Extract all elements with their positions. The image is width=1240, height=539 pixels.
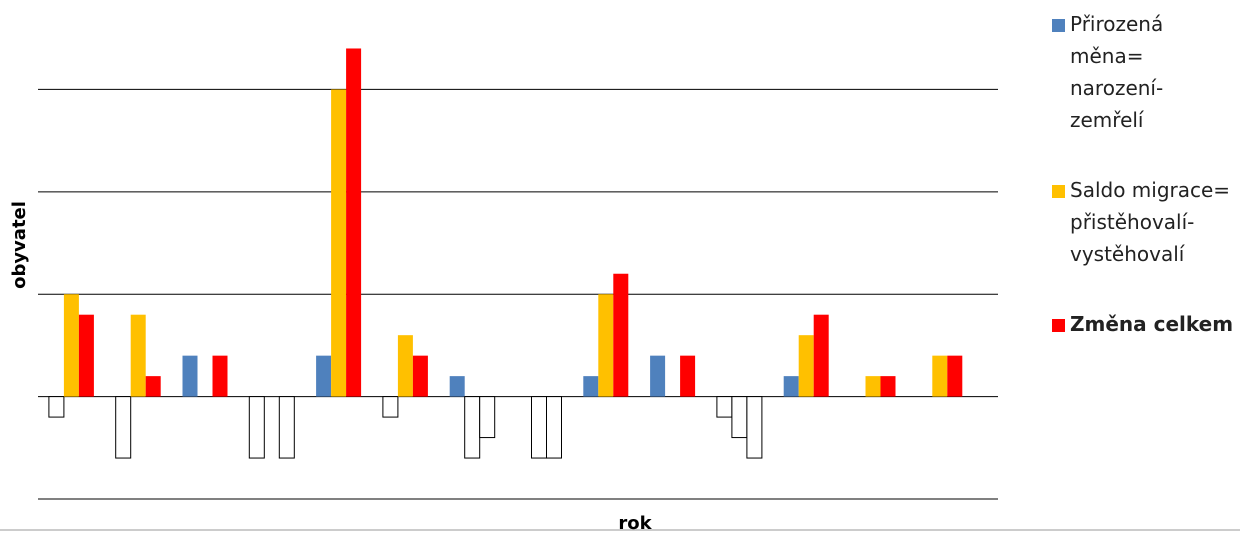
bar bbox=[613, 273, 629, 397]
bar bbox=[145, 376, 161, 397]
legend-label: Přirozená měna= narození-zemřelí bbox=[1070, 12, 1164, 132]
bar bbox=[598, 294, 614, 397]
bar bbox=[78, 314, 94, 397]
bar bbox=[412, 355, 428, 397]
bar bbox=[278, 396, 295, 459]
bar bbox=[798, 335, 814, 397]
bar bbox=[813, 314, 829, 397]
bar bbox=[650, 355, 666, 397]
bar bbox=[932, 355, 948, 397]
legend-label: Saldo migrace= přistěhovalí-vystěhovalí bbox=[1070, 178, 1231, 266]
legend-swatch bbox=[1052, 185, 1065, 198]
x-axis-label: rok bbox=[618, 513, 652, 534]
bar bbox=[316, 355, 332, 397]
legend-swatch bbox=[1052, 319, 1065, 332]
bar bbox=[248, 396, 265, 459]
legend-item: Změna celkem bbox=[1052, 308, 1238, 340]
legend-item: Saldo migrace= přistěhovalí-vystěhovalí bbox=[1052, 174, 1238, 270]
bar bbox=[680, 355, 696, 397]
bar bbox=[115, 396, 132, 459]
bar bbox=[865, 376, 881, 397]
bar bbox=[880, 376, 896, 397]
bar bbox=[583, 376, 599, 397]
bar bbox=[182, 355, 198, 397]
legend: Přirozená měna= narození-zemřelí Saldo mi… bbox=[1052, 8, 1238, 378]
bar bbox=[63, 294, 79, 397]
legend-label: Změna celkem bbox=[1070, 312, 1234, 336]
y-axis-label: obyvatel bbox=[9, 201, 30, 289]
bar bbox=[947, 355, 963, 397]
bar bbox=[716, 396, 733, 418]
bar bbox=[546, 396, 562, 459]
bar bbox=[731, 396, 748, 439]
legend-item: Přirozená měna= narození-zemřelí bbox=[1052, 8, 1180, 136]
bar bbox=[531, 396, 547, 459]
bar bbox=[746, 396, 763, 459]
bar bbox=[212, 355, 228, 397]
bar bbox=[397, 335, 413, 397]
bar bbox=[382, 396, 399, 418]
legend-swatch bbox=[1052, 19, 1065, 32]
bar bbox=[346, 48, 362, 397]
bar bbox=[783, 376, 799, 397]
bar bbox=[464, 396, 481, 459]
bar bbox=[479, 396, 496, 439]
bar bbox=[449, 376, 465, 397]
bar bbox=[331, 89, 347, 397]
bar bbox=[130, 314, 146, 397]
bar bbox=[48, 396, 65, 418]
